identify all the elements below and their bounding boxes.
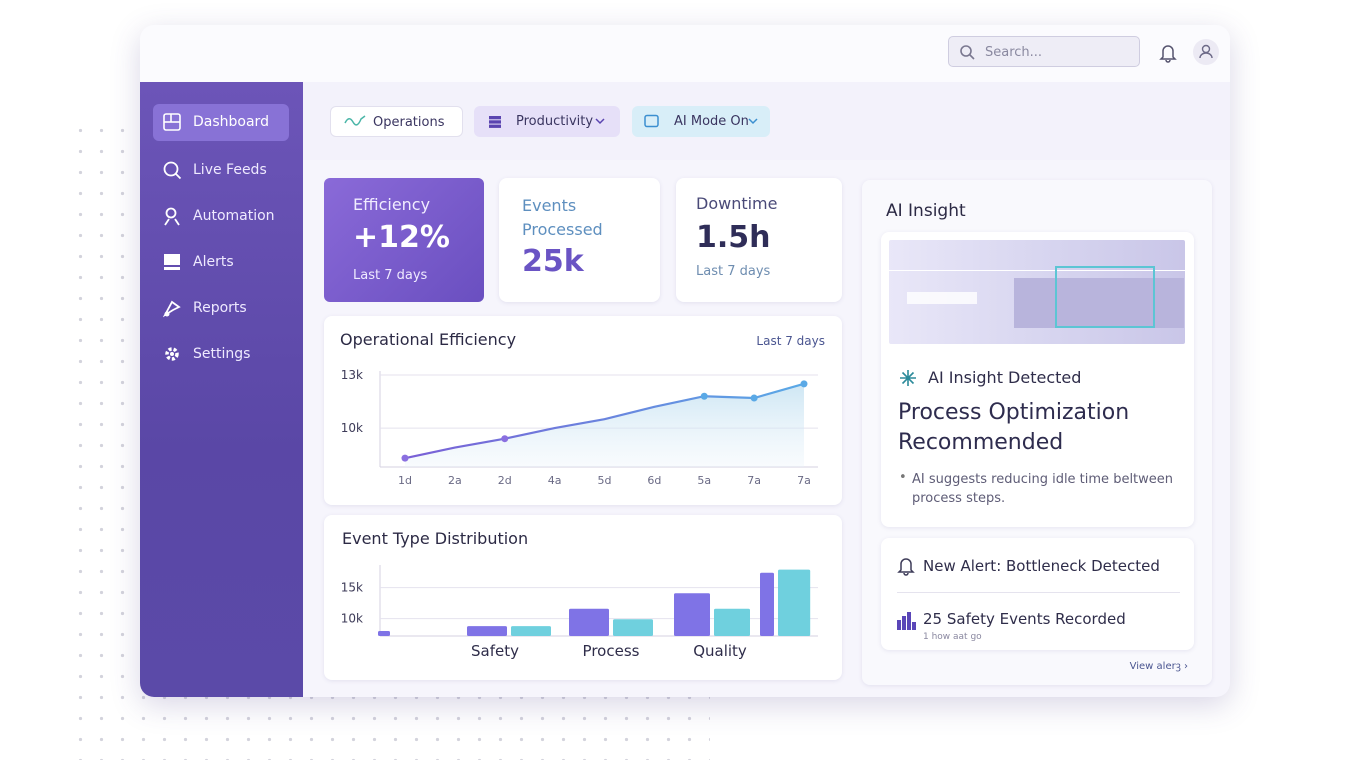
chart-title: Operational Efficiency — [340, 330, 517, 349]
bar-chart-card: Event Type Distribution — [324, 515, 842, 680]
area — [405, 383, 804, 467]
y-tick-label: 10k — [341, 612, 363, 626]
chart-title: Event Type Distribution — [342, 529, 529, 548]
kpi-value: +12% — [353, 220, 450, 255]
x-tick-label: 5d — [598, 474, 612, 487]
sparkle-icon — [900, 370, 916, 386]
view-alerts-link[interactable]: View alerꝫ › — [1129, 661, 1188, 672]
kpi-label: Events Processed — [522, 196, 603, 239]
x-tick-label: 7a — [747, 474, 761, 487]
alerts-card: New Alert: Bottleneck Detected 25 Safety… — [881, 538, 1194, 650]
nav-icon — [165, 347, 179, 361]
kpi-value: 25k — [522, 244, 584, 279]
insight-panel: AI Insight AI Insight Detected Process O… — [862, 180, 1212, 685]
bar — [569, 608, 609, 636]
nav-label: Automation — [193, 208, 275, 224]
panel-title: AI Insight — [886, 201, 966, 221]
y-tick-label: 10k — [341, 421, 363, 435]
point — [501, 435, 509, 443]
point — [401, 454, 409, 462]
kpi-card: Downtime 1.5h Last 7 days — [676, 178, 842, 302]
bell-icon — [897, 558, 915, 576]
x-tick-label: 5a — [697, 474, 711, 487]
bars-icon — [897, 612, 916, 630]
x-tick-label: 6d — [647, 474, 661, 487]
chevron — [748, 118, 758, 125]
insight-detected: AI Insight Detected — [928, 368, 1082, 387]
nav-item[interactable]: Live Feeds — [153, 152, 289, 189]
x-tick-label: Process — [583, 642, 640, 660]
bar — [674, 593, 710, 636]
filter-chip[interactable]: AI Mode On — [632, 106, 770, 137]
kpi-sub: Last 7 days — [353, 268, 428, 283]
app-window: Search... Operations Productivity AI Mod… — [140, 25, 1230, 697]
point — [700, 392, 708, 400]
point — [800, 380, 808, 388]
search-box[interactable]: Search... — [948, 36, 1140, 67]
nav-icon — [163, 161, 182, 180]
nav-label: Dashboard — [193, 114, 269, 130]
kpi-value: 1.5h — [696, 220, 771, 255]
search-icon — [960, 45, 975, 60]
point — [750, 394, 758, 402]
nav-item[interactable]: Automation — [153, 198, 289, 235]
avatar[interactable] — [1192, 38, 1220, 66]
bar — [778, 569, 811, 636]
nav-icon — [164, 207, 180, 226]
kpi-label: Downtime — [696, 194, 778, 213]
nav-item[interactable]: Alerts — [153, 244, 289, 281]
nav-label: Reports — [193, 300, 247, 316]
x-tick-label: Safety — [471, 642, 519, 660]
header: Search... — [140, 25, 1230, 83]
events-text: 25 Safety Events Recorded — [923, 610, 1126, 628]
chart-period: Last 7 days — [756, 334, 825, 348]
x-tick-label: 2a — [448, 474, 462, 487]
nav-item[interactable]: Reports — [153, 290, 289, 327]
chevron — [595, 118, 605, 125]
kpi-sub: Last 7 days — [696, 264, 771, 279]
bar — [467, 626, 507, 636]
x-tick-label: 2d — [498, 474, 512, 487]
x-tick-label: 1d — [398, 474, 412, 487]
nav-label: Live Feeds — [193, 162, 267, 178]
nav-label: Settings — [193, 346, 251, 362]
nav-item[interactable]: Settings — [153, 336, 289, 373]
insight-image — [889, 240, 1185, 344]
window-icon — [644, 114, 659, 128]
nav-list: Dashboard Live Feeds Automation Alerts Repor… — [140, 82, 303, 382]
kpi-label: Efficiency — [353, 195, 431, 214]
nav-icon — [164, 254, 180, 270]
y-tick-label: 13k — [341, 368, 363, 382]
x-tick-label: Quality — [693, 642, 747, 660]
events-time: 1 how aat go — [923, 632, 982, 642]
wave-icon — [344, 115, 366, 126]
kpi-card: Events Processed 25k — [499, 178, 660, 302]
bar — [760, 572, 774, 636]
stack-icon — [489, 116, 501, 128]
insight-bullet: AI suggests reducing idle time beltween … — [912, 472, 1174, 506]
line — [404, 382, 805, 460]
bar — [511, 626, 551, 636]
x-tick-label: 4a — [548, 474, 562, 487]
y-tick-label: 15k — [341, 581, 363, 595]
sidebar — [140, 82, 303, 697]
nav-icon — [163, 300, 181, 318]
insight-card: AI Insight Detected Process Optimization… — [881, 232, 1194, 527]
x-tick-label: 7a — [797, 474, 811, 487]
kpi-card: Efficiency +12% Last 7 days — [324, 178, 484, 302]
bell-icon[interactable] — [1159, 43, 1177, 63]
nav-label: Alerts — [193, 254, 234, 270]
bar — [714, 608, 750, 636]
bar — [378, 631, 390, 636]
insight-headline: Process Optimization Recommended — [898, 400, 1130, 455]
nav-item[interactable]: Dashboard — [153, 104, 289, 141]
nav-icon — [163, 113, 181, 131]
bar — [613, 619, 653, 636]
alert-text: New Alert: Bottleneck Detected — [923, 557, 1160, 575]
